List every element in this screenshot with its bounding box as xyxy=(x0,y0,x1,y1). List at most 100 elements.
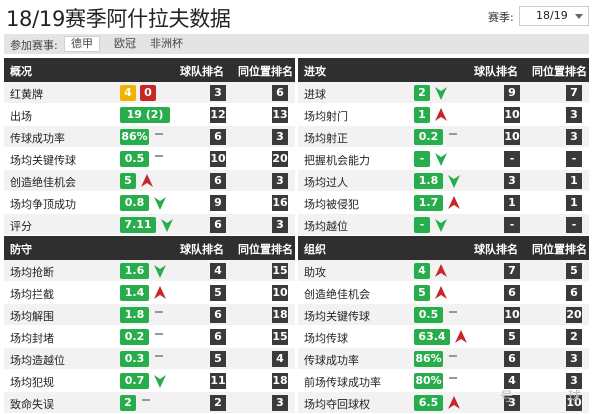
team-rank-header: 球队排名 xyxy=(180,65,224,78)
stat-label: 场均争顶成功 xyxy=(10,198,76,211)
position-rank-value: 13 xyxy=(272,107,288,123)
watermark-text: 号 xyxy=(500,390,514,405)
team-rank-value: 12 xyxy=(210,107,226,123)
stat-label: 场均射门 xyxy=(304,110,348,123)
page-title: 18/19赛季阿什拉夫数据 xyxy=(6,7,231,31)
position-rank-value: 3 xyxy=(272,129,288,145)
stat-label: 进球 xyxy=(304,88,326,101)
stat-row: 致命失误 2 2 3 xyxy=(4,392,295,414)
stat-value: 7.11 xyxy=(120,217,156,233)
stat-value: 0.5 xyxy=(120,151,149,167)
team-rank-value: 6 xyxy=(210,217,226,233)
panel-title: 进攻 xyxy=(304,65,326,78)
position-rank-value: 3 xyxy=(566,129,582,145)
stat-value: 0.2 xyxy=(120,329,149,345)
stat-row: 红黄牌 4 0 3 6 xyxy=(4,82,295,104)
team-rank-value: 10 xyxy=(504,307,520,323)
stat-row: 场均越位 - - - xyxy=(298,214,589,236)
position-rank-header: 同位置排名 xyxy=(532,243,587,256)
stat-value: 80% xyxy=(414,373,443,389)
season-value: 18/19 xyxy=(536,9,568,22)
stat-value: 5 xyxy=(120,173,136,189)
team-rank-value: 6 xyxy=(210,173,226,189)
panel-title: 防守 xyxy=(10,243,32,256)
trend-down-green-icon xyxy=(435,86,447,100)
team-rank-value: - xyxy=(504,217,520,233)
team-rank-value: 3 xyxy=(210,85,226,101)
stat-label: 场均犯规 xyxy=(10,376,54,389)
stat-row: 场均被侵犯 1.7 1 1 xyxy=(298,192,589,214)
team-rank-value: 2 xyxy=(210,395,226,411)
trend-flat-icon xyxy=(449,355,457,357)
stat-row: 创造绝佳机会 5 6 3 xyxy=(4,170,295,192)
position-rank-value: 3 xyxy=(272,173,288,189)
team-rank-value: 4 xyxy=(504,373,520,389)
team-rank-value: 6 xyxy=(504,285,520,301)
trend-down-green-icon xyxy=(154,196,166,210)
stat-row: 场均争顶成功 0.8 9 16 xyxy=(4,192,295,214)
position-rank-value: - xyxy=(566,217,582,233)
organization-panel: 组织 球队排名 同位置排名 助攻 4 7 5 创造绝佳机会 5 6 6 场均关键传球 0.5 10 2… xyxy=(298,236,589,414)
trend-down-green-icon xyxy=(154,374,166,388)
position-rank-value: - xyxy=(566,151,582,167)
trend-flat-icon xyxy=(155,333,163,335)
team-rank-value: 6 xyxy=(210,129,226,145)
stat-row: 创造绝佳机会 5 6 6 xyxy=(298,282,589,304)
tab-champions-league[interactable]: 欧冠 xyxy=(114,37,136,50)
trend-up-red-icon xyxy=(435,108,447,122)
stat-label: 场均被侵犯 xyxy=(304,198,359,211)
stat-value: 1.4 xyxy=(120,285,149,301)
stat-row: 出场 19 (2) 12 13 xyxy=(4,104,295,126)
yellow-card-count: 4 xyxy=(120,85,136,101)
position-rank-value: 4 xyxy=(272,351,288,367)
stat-label: 把握机会能力 xyxy=(304,154,370,167)
position-rank-value: 3 xyxy=(566,351,582,367)
team-rank-value: - xyxy=(504,151,520,167)
overview-panel: 概况 球队排名 同位置排名 红黄牌 4 0 3 6 出场 19 (2) 12 13 传球成功率 86… xyxy=(4,58,295,236)
team-rank-header: 球队排名 xyxy=(474,243,518,256)
stat-label: 场均封堵 xyxy=(10,332,54,345)
team-rank-header: 球队排名 xyxy=(180,243,224,256)
stat-row: 前场传球成功率 80% 4 3 xyxy=(298,370,589,392)
stat-label: 场均关键传球 xyxy=(10,154,76,167)
stat-label: 场均抢断 xyxy=(10,266,54,279)
tab-bundesliga[interactable]: 德甲 xyxy=(64,36,100,52)
stat-value: 1.8 xyxy=(414,173,443,189)
stat-value: 2 xyxy=(120,395,136,411)
trend-up-red-icon xyxy=(435,264,447,278)
position-rank-value: 1 xyxy=(566,195,582,211)
stat-label: 创造绝佳机会 xyxy=(10,176,76,189)
season-select[interactable]: 18/19 xyxy=(519,6,589,26)
panel-header: 防守 球队排名 同位置排名 xyxy=(4,236,295,260)
panel-header: 概况 球队排名 同位置排名 xyxy=(4,58,295,82)
stat-label: 传球成功率 xyxy=(10,132,65,145)
chevron-down-icon xyxy=(575,14,583,19)
stat-label: 红黄牌 xyxy=(10,88,43,101)
stat-row: 场均关键传球 0.5 10 20 xyxy=(4,148,295,170)
stat-value: 0.7 xyxy=(120,373,149,389)
stat-label: 场均过人 xyxy=(304,176,348,189)
trend-flat-icon xyxy=(142,399,150,401)
stat-label: 评分 xyxy=(10,220,32,233)
team-rank-value: 5 xyxy=(210,285,226,301)
stat-value: 1.8 xyxy=(120,307,149,323)
tab-africa-cup[interactable]: 非洲杯 xyxy=(150,37,183,50)
team-rank-value: 10 xyxy=(504,129,520,145)
trend-up-red-icon xyxy=(455,330,467,344)
team-rank-value: 6 xyxy=(210,329,226,345)
stat-value: 0.8 xyxy=(120,195,149,211)
trend-flat-icon xyxy=(449,377,457,379)
stat-row: 助攻 4 7 5 xyxy=(298,260,589,282)
trend-flat-icon xyxy=(155,355,163,357)
stat-row: 场均射门 1 10 3 xyxy=(298,104,589,126)
stat-label: 场均解围 xyxy=(10,310,54,323)
competitions-label: 参加赛事: xyxy=(10,39,58,52)
position-rank-value: 20 xyxy=(272,151,288,167)
position-rank-value: 1 xyxy=(566,173,582,189)
stat-row: 传球成功率 86% 6 3 xyxy=(4,126,295,148)
panel-title: 组织 xyxy=(304,243,326,256)
position-rank-value: 7 xyxy=(566,85,582,101)
stat-value: 1.6 xyxy=(120,263,149,279)
position-rank-value: 16 xyxy=(272,195,288,211)
stat-row: 进球 2 9 7 xyxy=(298,82,589,104)
